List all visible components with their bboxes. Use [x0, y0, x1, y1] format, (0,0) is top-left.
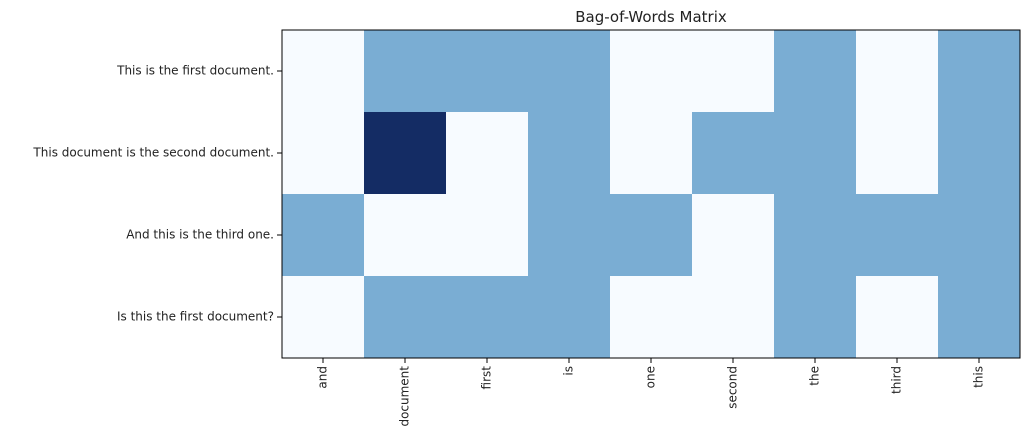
y-tick-label: And this is the third one. [126, 228, 274, 242]
heatmap-cell [692, 276, 775, 359]
heatmap-cell [528, 112, 611, 195]
heatmap-cell [610, 112, 693, 195]
heatmap-cell [938, 276, 1021, 359]
heatmap-cells [282, 30, 1021, 359]
heatmap-cell [282, 194, 365, 277]
heatmap-cell [610, 30, 693, 113]
heatmap-cell [692, 30, 775, 113]
heatmap-cell [364, 276, 447, 359]
heatmap-cell [938, 30, 1021, 113]
heatmap-cell [282, 276, 365, 359]
heatmap-cell [774, 30, 857, 113]
heatmap-cell [774, 276, 857, 359]
heatmap-cell [856, 276, 939, 359]
heatmap-cell [856, 112, 939, 195]
y-tick-label: Is this the first document? [117, 310, 274, 324]
heatmap-cell [774, 112, 857, 195]
heatmap-cell [774, 194, 857, 277]
heatmap-cell [856, 194, 939, 277]
x-tick-label: one [644, 366, 658, 388]
x-axis: and document first is one second the third this [316, 358, 986, 427]
heatmap-cell [282, 112, 365, 195]
y-tick-label: This document is the second document. [32, 146, 274, 160]
x-tick-label: second [726, 366, 740, 409]
heatmap-cell [692, 194, 775, 277]
heatmap-cell [364, 112, 447, 195]
heatmap-cell [446, 30, 529, 113]
heatmap-cell [692, 112, 775, 195]
x-tick-label: and [316, 366, 330, 389]
heatmap-cell [938, 194, 1021, 277]
heatmap-cell [282, 30, 365, 113]
heatmap-cell [446, 112, 529, 195]
heatmap-cell [528, 276, 611, 359]
x-tick-label: first [480, 366, 494, 390]
heatmap-cell [938, 112, 1021, 195]
x-tick-label: the [808, 366, 822, 386]
y-tick-label: This is the first document. [116, 64, 274, 78]
y-axis: This is the first document. This document… [32, 64, 282, 324]
x-tick-label: is [562, 366, 576, 376]
x-tick-label: document [398, 366, 412, 427]
heatmap-cell [446, 276, 529, 359]
chart-title: Bag-of-Words Matrix [575, 8, 727, 26]
heatmap-cell [856, 30, 939, 113]
x-tick-label: this [972, 366, 986, 388]
heatmap-cell [610, 276, 693, 359]
heatmap-cell [364, 194, 447, 277]
heatmap-cell [364, 30, 447, 113]
heatmap-cell [610, 194, 693, 277]
heatmap-cell [528, 194, 611, 277]
heatmap-cell [446, 194, 529, 277]
heatmap-cell [528, 30, 611, 113]
x-tick-label: third [890, 366, 904, 394]
